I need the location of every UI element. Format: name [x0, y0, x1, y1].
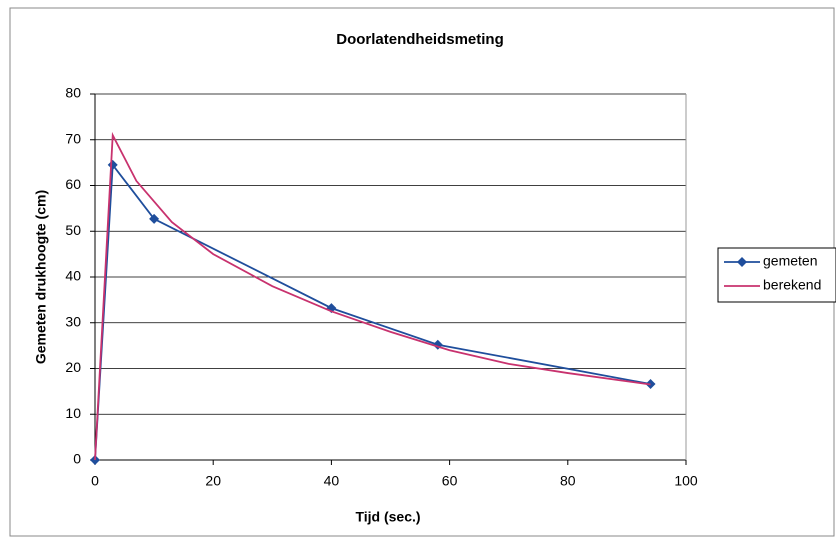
x-axis-label: Tijd (sec.) — [355, 509, 420, 525]
series-line — [94, 162, 651, 461]
y-tick-label: 80 — [65, 85, 81, 101]
y-tick-label: 0 — [73, 451, 81, 467]
y-tick-label: 60 — [65, 176, 81, 192]
y-tick-label: 30 — [65, 313, 81, 329]
x-tick-label: 20 — [205, 473, 221, 489]
chart-title: Doorlatendheidsmeting — [336, 31, 504, 48]
data-point — [149, 213, 160, 224]
y-axis-label: Gemeten drukhoogte (cm) — [33, 190, 49, 364]
x-tick-label: 40 — [324, 473, 340, 489]
legend-marker — [737, 257, 747, 267]
x-tick-label: 100 — [674, 473, 698, 489]
series-line — [94, 131, 651, 461]
y-tick-label: 40 — [65, 268, 81, 284]
y-tick-label: 10 — [65, 405, 81, 421]
y-tick-label: 20 — [65, 359, 81, 375]
x-tick-label: 60 — [442, 473, 458, 489]
y-tick-label: 50 — [65, 222, 81, 238]
x-tick-label: 0 — [91, 473, 99, 489]
legend-label: berekend — [763, 277, 821, 293]
legend-label: gemeten — [763, 253, 817, 269]
legend-box — [717, 247, 836, 303]
x-tick-label: 80 — [560, 473, 576, 489]
y-tick-label: 70 — [65, 130, 81, 146]
chart-border — [9, 7, 835, 537]
